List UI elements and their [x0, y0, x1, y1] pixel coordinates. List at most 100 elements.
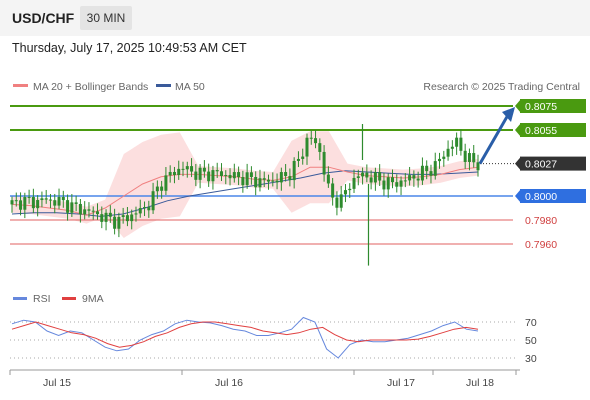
- candle-body: [31, 196, 35, 209]
- candle-body: [66, 200, 70, 213]
- pivot-label: 0.8000: [525, 191, 557, 203]
- ma9-legend-swatch: [62, 297, 76, 300]
- candle-body: [78, 203, 82, 215]
- candle-body: [134, 213, 138, 215]
- candle-body: [455, 137, 459, 147]
- pivot-tag-arrow: [515, 189, 521, 203]
- x-tick-label: Jul 16: [215, 377, 243, 389]
- forecast-layer: [478, 107, 515, 165]
- candle-body: [365, 172, 369, 178]
- candle-body: [296, 158, 300, 161]
- candle-body: [151, 191, 155, 211]
- candle-body: [408, 175, 412, 181]
- candle-body: [284, 172, 288, 177]
- resistance-2-tag: [520, 99, 586, 113]
- candle-body: [70, 202, 74, 213]
- candle-body: [382, 180, 386, 190]
- candle-body: [138, 208, 142, 214]
- candle-body: [412, 175, 416, 179]
- candle-body: [44, 198, 48, 200]
- candle-body: [463, 150, 467, 162]
- candle-body: [164, 175, 168, 191]
- x-tick-label: Jul 17: [387, 377, 415, 389]
- ma20-legend-swatch: [13, 84, 28, 87]
- candle-body: [96, 211, 100, 215]
- rsi-pane: 70 50 30: [10, 316, 537, 365]
- candle-body: [249, 172, 253, 177]
- candle-body: [314, 138, 318, 144]
- candle-body: [219, 171, 223, 176]
- candle-body: [190, 166, 194, 172]
- symbol-title: USD/CHF: [12, 10, 75, 26]
- candle-body: [369, 177, 373, 183]
- chart-datetime: Thursday, July 17, 2025 10:49:53 AM CET: [12, 41, 247, 55]
- resistance-1-tag: [520, 123, 586, 137]
- rsi-legend-swatch: [13, 297, 27, 300]
- timeframe-button[interactable]: 30 MIN: [80, 6, 132, 30]
- x-tick-label: Jul 18: [466, 377, 494, 389]
- candle-body: [438, 158, 442, 162]
- candle-body: [258, 178, 262, 188]
- candle-body: [53, 200, 57, 206]
- candle-body: [147, 207, 151, 211]
- candle-body: [241, 177, 245, 186]
- candle-body: [113, 216, 117, 229]
- candle-body: [100, 214, 104, 222]
- resistance-1-label: 0.8055: [525, 125, 557, 137]
- candle-body: [61, 197, 65, 201]
- candle-body: [429, 171, 433, 176]
- bollinger-band-fill: [12, 131, 478, 238]
- candle-body: [386, 177, 390, 190]
- top-toolbar: USD/CHF 30 MIN: [0, 0, 590, 36]
- level-labels: 0.8075 0.8055 0.8027 0.8000 0.7980 0.7960: [515, 99, 586, 251]
- candle-body: [202, 167, 206, 172]
- candle-body: [14, 200, 18, 202]
- candle-body: [356, 176, 360, 178]
- pivot-tag: [520, 189, 586, 203]
- candle-body: [48, 199, 52, 201]
- candle-body: [467, 153, 471, 162]
- candle-body: [194, 171, 198, 180]
- candle-body: [275, 180, 279, 183]
- candle-body: [130, 214, 134, 222]
- support-2-label: 0.7960: [525, 239, 557, 251]
- bollinger-bands: [12, 131, 478, 238]
- candle-body: [10, 200, 14, 205]
- candle-body: [254, 176, 258, 188]
- candle-body: [168, 171, 172, 176]
- forecast-arrow-head: [502, 107, 515, 122]
- x-axis: Jul 15 Jul 16 Jul 17 Jul 18: [9, 370, 517, 389]
- x-tick-label: Jul 15: [43, 377, 71, 389]
- candle-body: [27, 196, 31, 198]
- candle-body: [450, 146, 454, 149]
- candle-body: [279, 172, 283, 183]
- candle-body: [476, 162, 480, 171]
- candle-body: [335, 197, 339, 208]
- rsi-ma9-line: [11, 321, 479, 348]
- levels-layer: [10, 105, 515, 245]
- moving-averages: [11, 166, 479, 217]
- candle-body: [390, 177, 394, 183]
- candle-body: [87, 209, 91, 211]
- ma50-line: [11, 170, 479, 217]
- candle-body: [292, 160, 296, 181]
- candle-body: [155, 186, 159, 192]
- current-price-tag: [520, 156, 586, 171]
- candle-body: [181, 168, 185, 170]
- candle-body: [177, 168, 181, 176]
- candle-body: [348, 188, 352, 191]
- candle-body: [425, 165, 429, 172]
- candle-body: [198, 167, 202, 180]
- candle-body: [232, 172, 236, 179]
- candle-body: [326, 174, 330, 184]
- candle-body: [262, 178, 266, 180]
- candle-body: [57, 197, 61, 206]
- candle-body: [91, 210, 95, 212]
- candle-body: [117, 216, 121, 229]
- candle-body: [361, 172, 365, 177]
- rsi-legend-label: RSI: [33, 293, 51, 305]
- candle-body: [19, 200, 23, 210]
- candle-body: [237, 172, 241, 178]
- candle-body: [185, 166, 189, 170]
